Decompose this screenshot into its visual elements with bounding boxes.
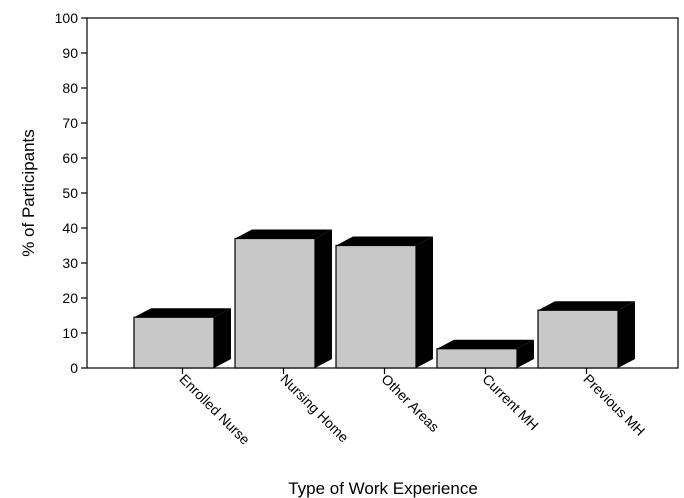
bar-front-face xyxy=(335,244,417,369)
bar-side-face xyxy=(416,236,433,368)
x-tick-label: Nursing Home xyxy=(277,371,352,446)
bar-side-face xyxy=(315,229,332,368)
y-tick-label: 100 xyxy=(55,10,79,26)
y-tick-label: 20 xyxy=(62,290,78,306)
y-tick-label: 80 xyxy=(62,80,78,96)
bar-front-face xyxy=(234,237,316,369)
bar xyxy=(234,229,332,369)
bar-top-face xyxy=(134,308,231,318)
y-tick-label: 70 xyxy=(62,115,78,131)
x-tick-label: Other Areas xyxy=(378,371,442,435)
y-tick-label: 60 xyxy=(62,150,78,166)
bar-top-face xyxy=(538,301,635,311)
bar-side-face xyxy=(517,339,534,368)
bar xyxy=(335,236,433,369)
bar-top-face xyxy=(235,229,332,239)
bar-side-face xyxy=(214,308,231,368)
y-axis: 0 10 20 30 40 50 60 70 80 90 100 xyxy=(55,10,87,376)
x-tick-label: Current MH xyxy=(479,371,541,433)
y-tick-label: 40 xyxy=(62,220,78,236)
bar-top-face xyxy=(336,236,433,246)
bar-top-face xyxy=(437,339,534,349)
bar-front-face xyxy=(537,309,619,369)
x-axis: Enrolled Nurse Nursing Home Other Areas Cur… xyxy=(176,368,648,448)
bars xyxy=(133,229,635,369)
bar-front-face xyxy=(133,316,215,369)
y-tick-label: 0 xyxy=(70,360,78,376)
y-tick-label: 30 xyxy=(62,255,78,271)
bar xyxy=(436,339,534,369)
bar-front-face xyxy=(436,348,518,369)
y-axis-title: % of Participants xyxy=(19,129,38,257)
x-tick-label: Previous MH xyxy=(580,371,648,439)
y-tick-label: 50 xyxy=(62,185,78,201)
y-tick-label: 10 xyxy=(62,325,78,341)
x-axis-title: Type of Work Experience xyxy=(288,479,478,498)
bar xyxy=(537,301,635,369)
bar xyxy=(133,308,231,369)
x-tick-label: Enrolled Nurse xyxy=(176,371,253,448)
y-tick-label: 90 xyxy=(62,45,78,61)
bar-side-face xyxy=(618,301,635,368)
